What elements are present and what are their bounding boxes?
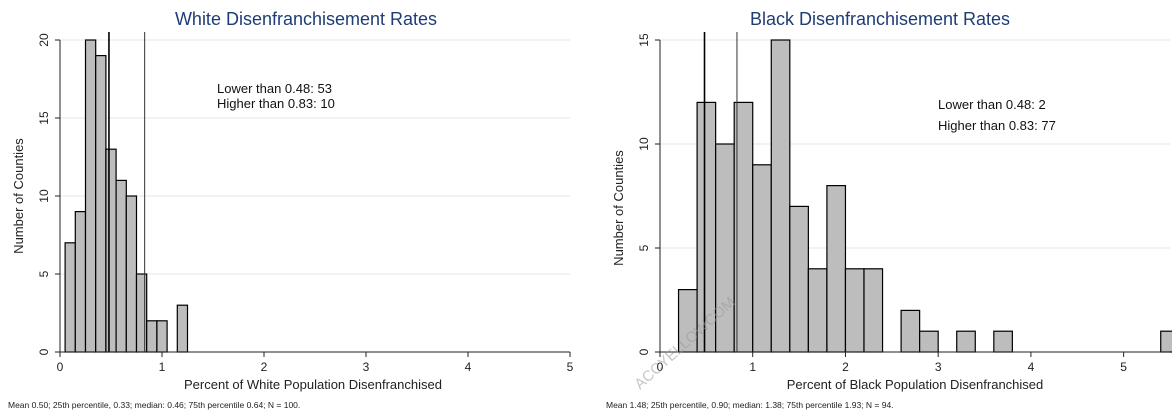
- histogram-bar: [770, 39, 791, 353]
- annotation-higher: Higher than 0.83: 10: [217, 96, 335, 111]
- x-tick-label: 3: [363, 360, 370, 374]
- histogram-bar: [64, 242, 76, 353]
- histogram-bar: [919, 330, 939, 353]
- x-axis-label: Percent of Black Population Disenfranchi…: [787, 377, 1044, 392]
- histogram-bars: [677, 39, 1172, 353]
- histogram-bar: [156, 320, 168, 353]
- histogram-bar: [135, 273, 148, 353]
- histogram-bar: [789, 205, 809, 353]
- histogram-bar: [956, 330, 976, 353]
- x-tick-label: 5: [1120, 360, 1127, 374]
- annotation-lower: Lower than 0.48: 53: [217, 81, 332, 96]
- x-tick-label: 2: [261, 360, 268, 374]
- histogram-bar: [752, 164, 772, 353]
- x-tick-label: 2: [842, 360, 849, 374]
- histogram-bar: [1160, 330, 1172, 353]
- chart-title: Black Disenfranchisement Rates: [750, 9, 1010, 29]
- summary-footnote: Mean 0.50; 25th percentile, 0.33; median…: [8, 400, 300, 410]
- histogram-bar: [844, 268, 865, 353]
- y-axis-label: Number of Counties: [11, 138, 26, 254]
- annotation-higher: Higher than 0.83: 77: [938, 118, 1056, 133]
- reference-lines: [703, 32, 738, 352]
- y-tick-label: 15: [37, 111, 51, 125]
- histogram-bar: [993, 330, 1013, 353]
- axes: 0 5 10 15 0 1 2 3 4 5: [637, 33, 1170, 374]
- x-tick-label: 4: [465, 360, 472, 374]
- x-tick-label: 0: [657, 360, 664, 374]
- y-tick-label: 10: [637, 137, 651, 151]
- histogram-bar: [176, 304, 189, 353]
- y-tick-label: 5: [637, 244, 651, 251]
- histogram-bar: [900, 309, 921, 353]
- histogram-bar: [95, 54, 107, 353]
- chart-panel-white: White Disenfranchisement Rates Number of…: [8, 9, 574, 410]
- y-tick-label: 15: [637, 33, 651, 47]
- histogram-bar: [84, 39, 97, 353]
- x-axis-label: Percent of White Population Disenfranchi…: [184, 377, 442, 392]
- y-tick-label: 10: [37, 189, 51, 203]
- axes: 0 5 10 15 20 0 1 2 3 4 5: [37, 33, 574, 374]
- y-tick-label: 0: [37, 348, 51, 355]
- x-tick-label: 5: [567, 360, 574, 374]
- histogram-bar: [115, 179, 127, 353]
- histogram-bar: [826, 185, 847, 353]
- histogram-bar: [125, 195, 138, 353]
- x-tick-label: 1: [159, 360, 166, 374]
- reference-lines: [108, 32, 146, 352]
- y-tick-label: 5: [37, 270, 51, 277]
- histogram-bar: [807, 268, 828, 353]
- chart-panel-black: Black Disenfranchisement Rates Number of…: [606, 9, 1172, 410]
- histogram-bar: [74, 211, 87, 353]
- x-tick-label: 4: [1028, 360, 1035, 374]
- y-tick-label: 0: [637, 348, 651, 355]
- histogram-bar: [105, 148, 117, 353]
- x-tick-label: 3: [935, 360, 942, 374]
- x-tick-label: 0: [57, 360, 64, 374]
- x-tick-label: 1: [749, 360, 756, 374]
- chart-title: White Disenfranchisement Rates: [175, 9, 437, 29]
- histogram-bar: [863, 268, 884, 353]
- histogram-bar: [146, 320, 158, 353]
- y-axis-label: Number of Counties: [611, 150, 626, 266]
- y-tick-label: 20: [37, 33, 51, 47]
- annotation-lower: Lower than 0.48: 2: [938, 97, 1046, 112]
- summary-footnote: Mean 1.48; 25th percentile, 0.90; median…: [606, 400, 894, 410]
